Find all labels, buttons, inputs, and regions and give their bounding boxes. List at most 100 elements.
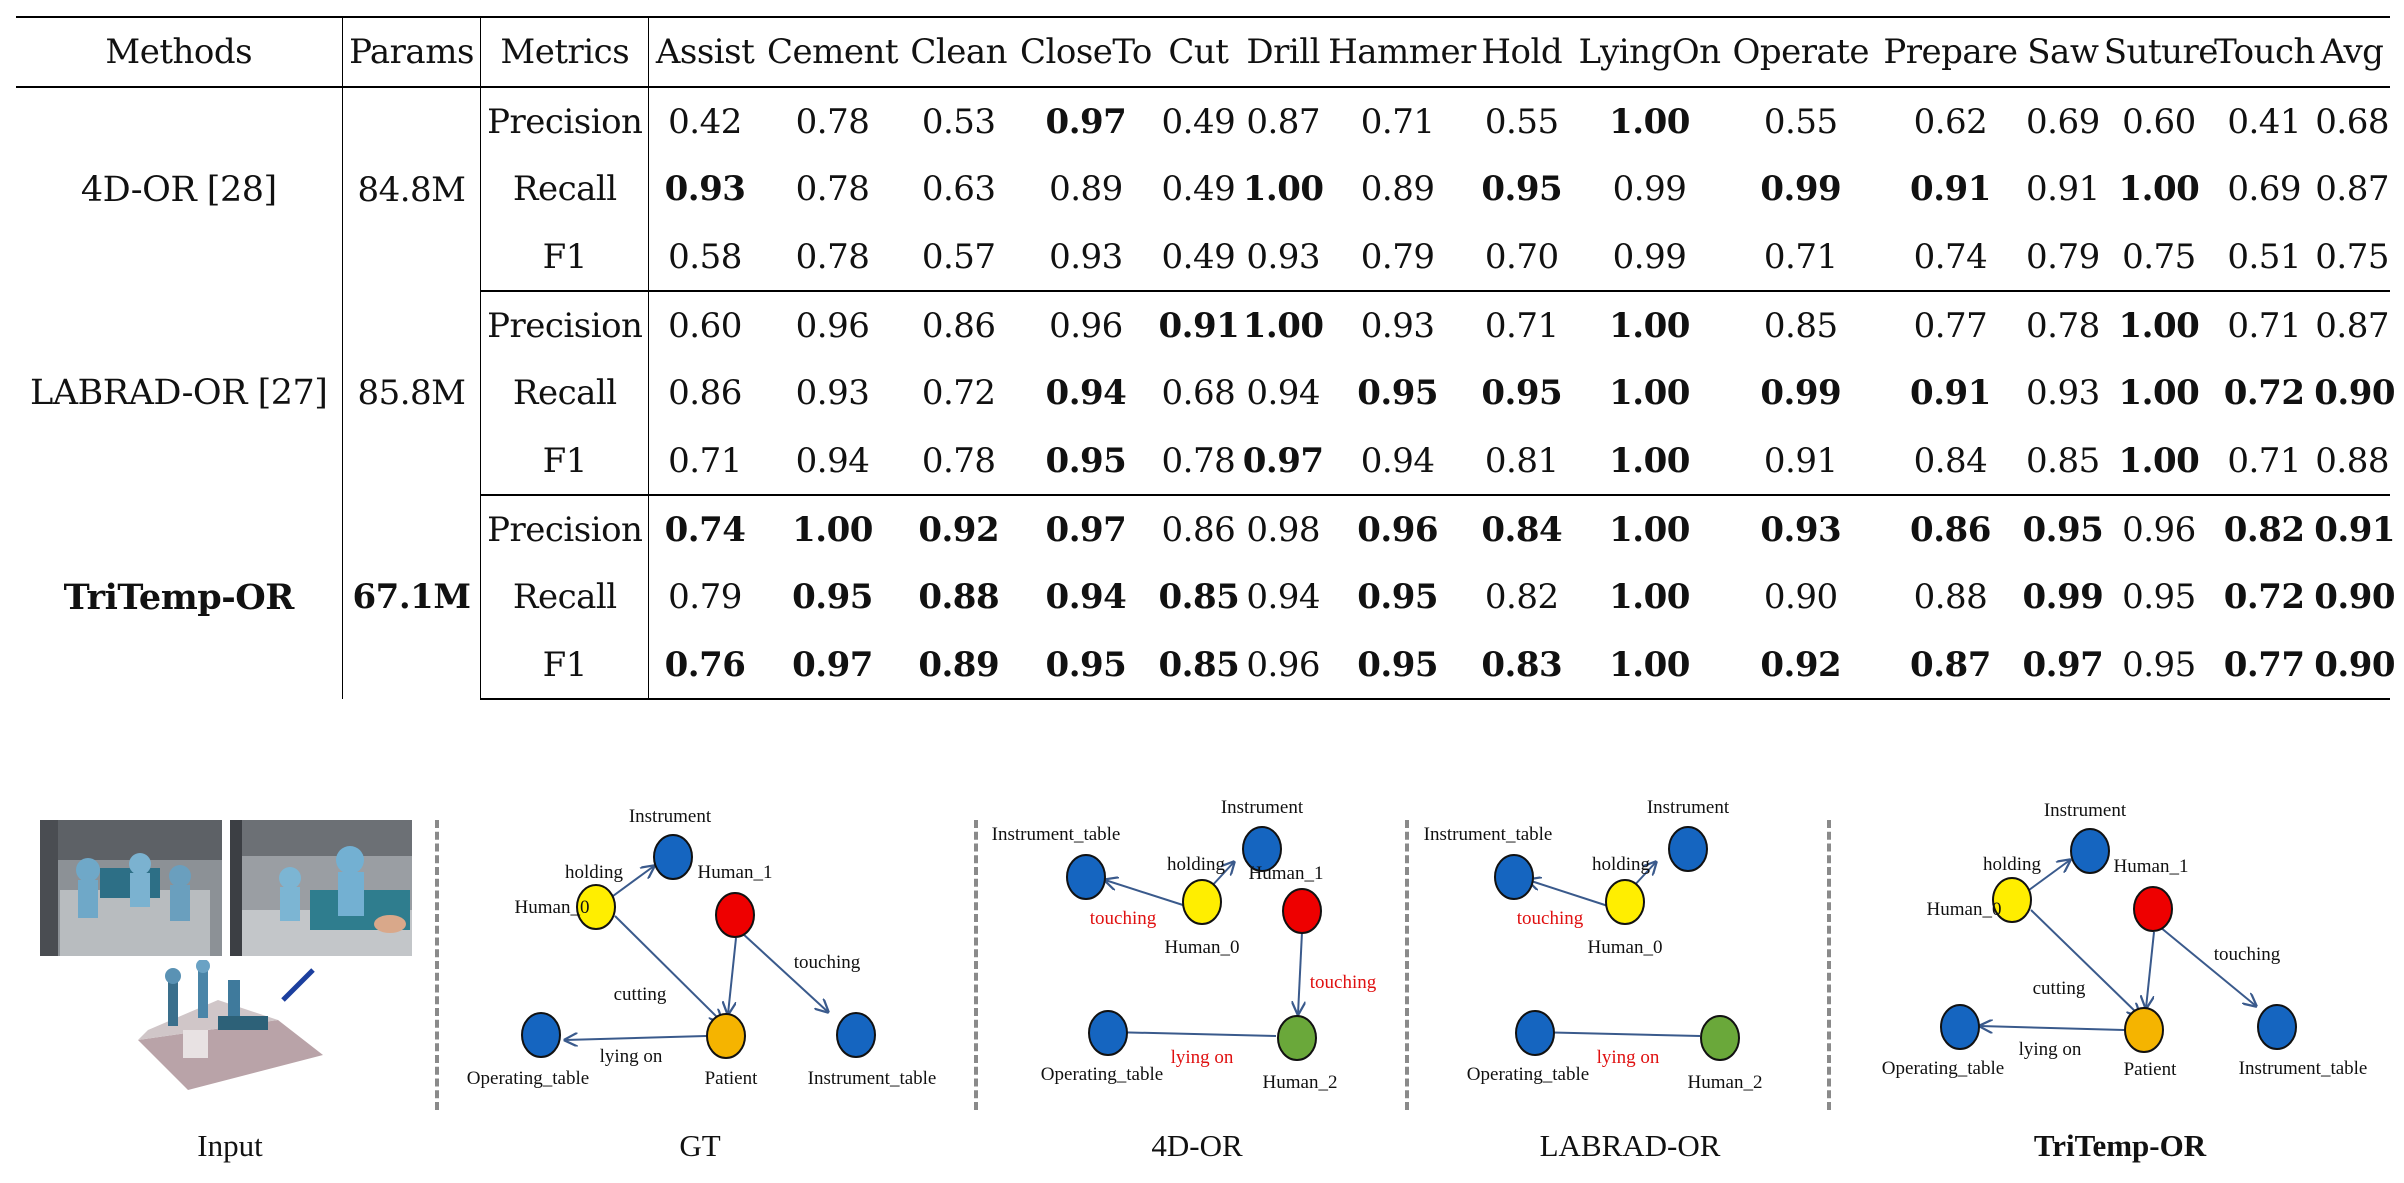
table-cell: 0.86 (668, 373, 742, 413)
labrad-node-instrument (1668, 826, 1708, 872)
table-cell: 0.93 (1760, 509, 1842, 550)
table-cell: 0.49 (1158, 223, 1239, 292)
table-cell: 1.00 (2118, 373, 2200, 413)
fourdor-node-human-1 (1282, 888, 1322, 934)
gt-edge-label-touching: touching (794, 952, 861, 973)
tritemp-label-instrument: Instrument (2044, 800, 2127, 821)
caption-tritemp-or: TriTemp-OR (2033, 1128, 2207, 1163)
table-cell: 0.99 (1760, 373, 1842, 413)
fourdor-node-operating-table (1088, 1010, 1128, 1056)
gt-node-instrument-table (836, 1012, 876, 1058)
table-cell: 0.86 (1910, 509, 1991, 550)
table-cell: 0.72 (2223, 373, 2305, 413)
fourdor-label-instrument-table: Instrument_table (992, 824, 1121, 845)
gt-edge-label-cutting: cutting (614, 984, 667, 1005)
column-header-clean: Clean (904, 16, 1014, 88)
gt-edge-lying-on (565, 1036, 707, 1040)
tritemp-node-human-0 (1992, 877, 2032, 923)
table-header-row: Methods Params Metrics Assist Cement Clean Clo… (16, 16, 2390, 88)
table-cell: 0.94 (1045, 577, 1127, 617)
tritemp-edge-cutting (2030, 909, 2140, 1016)
table-row: 4D-OR [28] 84.8M Precision 0.42 0.78 0.53 0.97… (16, 87, 2390, 291)
gt-edge-h1-patient (728, 937, 737, 1014)
table-cell: 0.53 (921, 101, 996, 142)
metric-name: F1 (480, 223, 650, 292)
tritemp-edge-label-holding: holding (1983, 854, 2042, 875)
table-cell: 0.90 (2314, 631, 2396, 700)
labrad-edge-label-holding: holding (1592, 854, 1651, 875)
tritemp-edge-lying-on (1980, 1026, 2125, 1030)
table-cell: 0.96 (2122, 509, 2196, 550)
table-cell: 0.78 (760, 223, 905, 292)
table-cell: 1.00 (1609, 577, 1690, 617)
table-cell: 0.78 (1158, 427, 1239, 496)
labrad-edge-label-touching: touching (1517, 908, 1584, 929)
table-cell: 0.98 (1246, 509, 1321, 550)
tritemp-edge-label-lying-on: lying on (2019, 1039, 2082, 1060)
table-cell: 0.77 (2214, 631, 2315, 700)
table-cell: 0.94 (1246, 373, 1321, 413)
table-cell: 0.85 (1158, 631, 1240, 700)
table-cell: 0.49 (1161, 169, 1236, 209)
tritemp-edge-holding (2028, 860, 2070, 891)
table-cell: 0.95 (1013, 427, 1159, 496)
table-cell: 0.95 (1357, 373, 1439, 413)
results-table: Methods Params Metrics Assist Cement Clean Clo… (16, 16, 2396, 700)
table-cell: 0.94 (1328, 427, 1468, 496)
table-cell: 0.93 (1238, 223, 1329, 292)
table-cell: 0.71 (2227, 305, 2302, 346)
gt-label-instrument: Instrument (629, 806, 712, 827)
table-cell: 0.74 (1878, 223, 2022, 292)
column-header-touch: Touch (2214, 16, 2315, 88)
fourdor-label-human-1: Human_1 (1249, 863, 1324, 884)
qualitative-figure: Instrument Human_0 Human_1 Operating_tab… (0, 790, 2404, 1183)
table-cell: 0.97 (1045, 509, 1127, 550)
tritemp-node-instrument-table (2257, 1004, 2297, 1050)
table-cell: 0.95 (2022, 509, 2104, 550)
table-cell: 1.00 (2103, 427, 2215, 496)
labrad-edge-touching (1528, 880, 1609, 907)
table-cell: 0.79 (1328, 223, 1468, 292)
tritemp-edge-h1-patient (2146, 931, 2155, 1008)
fourdor-edge-lying-on (1110, 1032, 1277, 1036)
gt-node-instrument (653, 834, 693, 880)
table-cell: 0.99 (1576, 223, 1723, 292)
tritemp-label-human-0: Human_0 (1927, 899, 2002, 920)
column-header-suture: Suture (2103, 16, 2218, 88)
gt-edge-touching (741, 932, 828, 1012)
fourdor-node-instrument (1242, 826, 1282, 872)
table-cell: 0.95 (1357, 577, 1439, 617)
fourdor-node-instrument-table (1066, 854, 1106, 900)
table-cell: 0.78 (2026, 305, 2100, 346)
labrad-label-human-2: Human_2 (1688, 1072, 1763, 1093)
table-cell: 0.99 (1612, 169, 1687, 209)
column-header-prepare: Prepare (1878, 16, 2022, 88)
table-cell: 0.91 (2026, 169, 2100, 209)
metric-name: Precision (480, 495, 650, 563)
table-cell: 0.78 (795, 169, 870, 209)
table-cell: 0.63 (921, 169, 996, 209)
table-cell: 0.69 (2227, 169, 2302, 209)
table-cell: 0.76 (648, 631, 761, 700)
column-header-metrics: Metrics (480, 16, 650, 88)
input-point-cloud (128, 960, 328, 1092)
column-header-methods: Methods (16, 16, 343, 88)
tritemp-label-instrument-table: Instrument_table (2239, 1058, 2368, 1079)
table-row: Recall 0.79 0.95 0.88 0.94 0.85 0.94 0.95 0.82 1.… (16, 563, 2396, 631)
table-cell: 0.96 (1049, 305, 1123, 346)
table-cell: 0.74 (664, 509, 746, 550)
metric-name: Recall (480, 155, 650, 223)
tritemp-node-human-1 (2133, 886, 2173, 932)
tritemp-graph: Instrument Human_0 Human_1 Operating_tab… (1882, 800, 2368, 1080)
gt-node-human-1 (715, 892, 755, 938)
table-cell: 0.92 (918, 509, 1000, 550)
gt-label-human-0: Human_0 (515, 897, 590, 918)
labrad-node-human-0 (1605, 879, 1645, 925)
gt-node-operating-table (521, 1012, 561, 1058)
gt-edge-label-holding: holding (565, 862, 624, 883)
table-cell: 0.92 (1722, 631, 1879, 700)
table-cell: 0.71 (1484, 305, 1559, 346)
fourdor-node-human-0 (1182, 879, 1222, 925)
table-cell: 0.75 (2103, 223, 2215, 292)
labrad-edge-lying-on (1532, 1032, 1701, 1036)
